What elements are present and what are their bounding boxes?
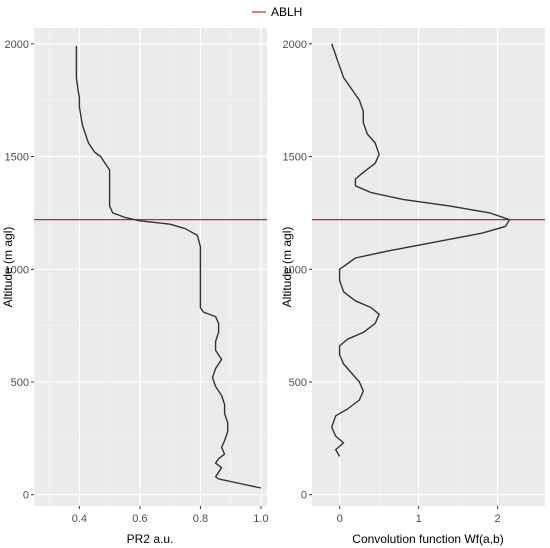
x-tick-label: 0.4 xyxy=(72,513,87,525)
y-tick-label: 1500 xyxy=(283,152,307,164)
legend-label-ablh: ABLH xyxy=(271,5,302,19)
legend: ABLH xyxy=(252,5,302,19)
left-x-axis-label: PR2 a.u. xyxy=(127,532,174,546)
x-tick-label: 0.6 xyxy=(132,513,147,525)
y-tick-label: 1000 xyxy=(5,264,29,276)
y-tick-label: 1000 xyxy=(283,264,307,276)
right-panel: 0 1 2 0 500 1000 1500 2000 Convolution function… xyxy=(280,28,545,546)
y-tick-label: 2000 xyxy=(283,39,307,51)
y-tick-label: 500 xyxy=(11,377,29,389)
y-tick-label: 0 xyxy=(23,490,29,502)
x-tick-label: 2 xyxy=(495,513,501,525)
left-panel-ticks: 0.4 0.6 0.8 1.0 0 500 1000 1500 2000 xyxy=(5,39,269,525)
right-panel-grid xyxy=(312,28,545,506)
left-panel: 0.4 0.6 0.8 1.0 0 500 1000 1500 2000 PR2 a.u. Al… xyxy=(1,28,269,546)
series-line xyxy=(75,46,262,489)
left-y-axis-label: Altitude (m agl) xyxy=(1,227,15,308)
right-x-axis-label: Convolution function Wf(a,b) xyxy=(352,532,503,546)
right-panel-background xyxy=(312,28,545,506)
right-y-axis-label: Altitude (m agl) xyxy=(280,227,294,308)
series-line xyxy=(331,43,511,457)
y-tick-label: 1500 xyxy=(5,152,29,164)
y-tick-label: 0 xyxy=(301,490,307,502)
x-tick-label: 1 xyxy=(416,513,422,525)
x-tick-label: 0 xyxy=(337,513,343,525)
right-panel-ticks: 0 1 2 0 500 1000 1500 2000 xyxy=(283,39,501,525)
y-tick-label: 2000 xyxy=(5,39,29,51)
left-panel-background xyxy=(34,28,267,506)
right-panel-line-layer xyxy=(331,43,511,457)
left-panel-grid xyxy=(34,28,267,506)
x-tick-label: 1.0 xyxy=(253,513,268,525)
x-tick-label: 0.8 xyxy=(193,513,208,525)
left-panel-line-layer xyxy=(75,46,262,489)
y-tick-label: 500 xyxy=(289,377,307,389)
